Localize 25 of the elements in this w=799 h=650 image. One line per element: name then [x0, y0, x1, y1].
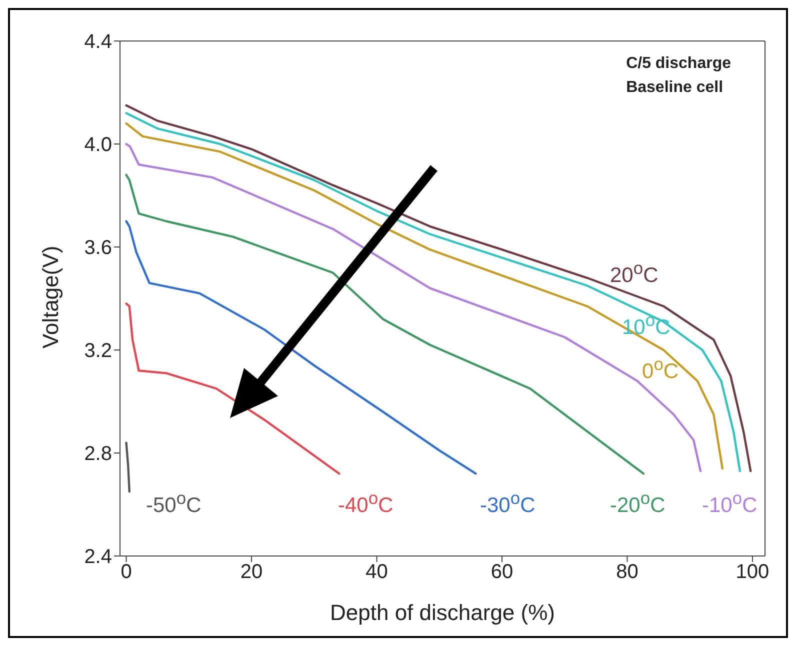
x-axis-title: Depth of discharge (%) [330, 600, 555, 625]
x-tick-label: 40 [366, 561, 388, 584]
annotation: C/5 discharge [626, 54, 731, 74]
y-tick-label: 4.4 [84, 31, 112, 54]
line-series [125, 302, 340, 475]
annotation: Baseline cell [626, 78, 724, 98]
series-label: 0$^{o}$C [642, 354, 679, 384]
series-label: 20$^{o}$C [610, 258, 658, 288]
series-label: -20$^{o}$C [610, 488, 666, 518]
series-label: -30$^{o}$C [480, 488, 536, 518]
x-tick-label: 80 [616, 561, 638, 584]
x-tick-label: 0 [120, 561, 132, 584]
x-tick-label: 60 [490, 561, 514, 584]
line-series [125, 220, 477, 475]
series-label: -50$^{o}$C [146, 488, 202, 518]
y-tick-label: 2.8 [84, 443, 112, 466]
x-tick-label: 100 [736, 561, 770, 584]
y-tick-label: 3.2 [84, 340, 112, 362]
y-tick-label: 2.4 [84, 546, 112, 568]
x-tick-label: 20 [240, 561, 263, 584]
series-label: -10$^{o}$C [702, 488, 758, 518]
y-axis-title: Voltage(V) [38, 246, 63, 348]
y-tick-label: 4.0 [84, 134, 112, 156]
y-tick-label: 3.6 [84, 237, 112, 260]
series-label: -40$^{o}$C [338, 488, 394, 518]
